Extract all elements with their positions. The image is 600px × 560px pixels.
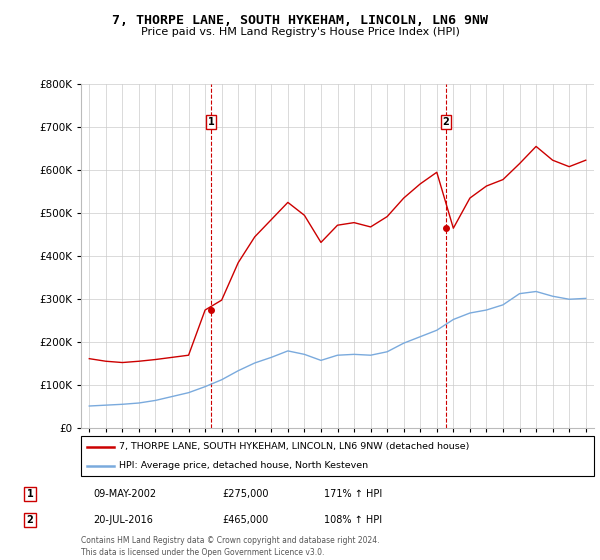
Text: 7, THORPE LANE, SOUTH HYKEHAM, LINCOLN, LN6 9NW: 7, THORPE LANE, SOUTH HYKEHAM, LINCOLN, … <box>112 14 488 27</box>
Text: 1: 1 <box>208 117 215 127</box>
Text: HPI: Average price, detached house, North Kesteven: HPI: Average price, detached house, Nort… <box>119 461 368 470</box>
Text: Price paid vs. HM Land Registry's House Price Index (HPI): Price paid vs. HM Land Registry's House … <box>140 27 460 37</box>
Text: 171% ↑ HPI: 171% ↑ HPI <box>324 489 382 499</box>
Text: 1: 1 <box>26 489 34 499</box>
Text: 09-MAY-2002: 09-MAY-2002 <box>93 489 156 499</box>
Text: Contains HM Land Registry data © Crown copyright and database right 2024.
This d: Contains HM Land Registry data © Crown c… <box>81 536 380 557</box>
Text: 2: 2 <box>26 515 34 525</box>
Text: £275,000: £275,000 <box>222 489 269 499</box>
Text: 108% ↑ HPI: 108% ↑ HPI <box>324 515 382 525</box>
Text: 2: 2 <box>443 117 449 127</box>
Text: 20-JUL-2016: 20-JUL-2016 <box>93 515 153 525</box>
Text: 7, THORPE LANE, SOUTH HYKEHAM, LINCOLN, LN6 9NW (detached house): 7, THORPE LANE, SOUTH HYKEHAM, LINCOLN, … <box>119 442 470 451</box>
Text: £465,000: £465,000 <box>222 515 268 525</box>
